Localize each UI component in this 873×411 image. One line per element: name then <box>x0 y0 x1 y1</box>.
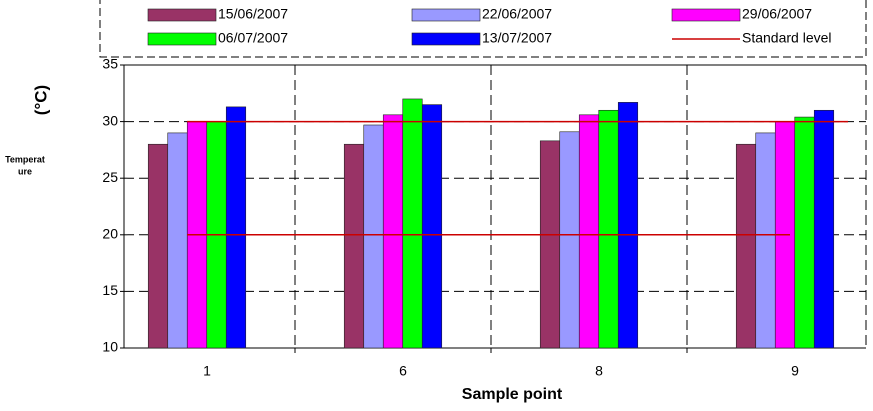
bar <box>167 132 188 349</box>
legend-label: 15/06/2007 <box>218 6 288 22</box>
bar <box>794 116 815 349</box>
y-tick-label: 15 <box>102 282 118 298</box>
bar <box>402 98 423 349</box>
x-tick-label: 8 <box>595 363 603 379</box>
bar <box>813 109 835 349</box>
bar <box>147 143 169 349</box>
bar <box>363 124 384 349</box>
bar <box>343 143 365 349</box>
bar <box>578 114 600 349</box>
legend-label: 06/07/2007 <box>218 30 288 46</box>
bar <box>617 102 639 349</box>
y-label: ure <box>18 166 32 176</box>
legend-swatch <box>147 32 217 46</box>
y-tick-label: 20 <box>102 226 118 242</box>
x-label: Sample point <box>462 386 563 403</box>
legend-label: 22/06/2007 <box>482 6 552 22</box>
y-tick-label: 10 <box>102 339 118 355</box>
legend-swatch <box>147 8 217 22</box>
y-unit: (°C) <box>31 85 50 115</box>
bar <box>559 131 580 349</box>
y-tick-label: 30 <box>102 112 118 128</box>
y-tick-label: 25 <box>102 169 118 185</box>
bar <box>382 114 404 349</box>
legend-swatch <box>671 8 741 22</box>
bar <box>735 143 757 349</box>
legend-swatch <box>411 8 481 22</box>
y-tick-label: 35 <box>102 56 118 72</box>
bar <box>225 106 247 349</box>
bar <box>539 140 561 349</box>
bar <box>421 104 443 349</box>
legend-label: Standard level <box>742 30 832 46</box>
x-tick-label: 1 <box>203 363 211 379</box>
bar <box>755 132 776 349</box>
legend-label: 13/07/2007 <box>482 30 552 46</box>
bar <box>598 109 619 349</box>
y-label: Temperat <box>5 154 45 164</box>
x-tick-label: 6 <box>399 363 407 379</box>
legend-swatch <box>411 32 481 46</box>
legend-box <box>99 0 867 58</box>
legend-label: 29/06/2007 <box>742 6 812 22</box>
x-tick-label: 9 <box>791 363 799 379</box>
